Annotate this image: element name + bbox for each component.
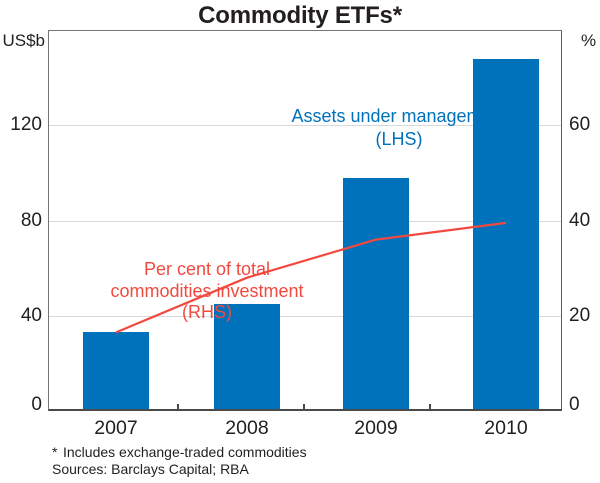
line-series-label-line1: Per cent of total [143, 259, 271, 279]
bar-2007 [83, 332, 149, 411]
footnote-text: Includes exchange-traded commodities [63, 444, 307, 460]
footnotes: * Includes exchange-traded commodities S… [33, 444, 573, 477]
left-axis-label-80: 80 [20, 209, 42, 231]
left-axis-label-0: 0 [31, 394, 42, 415]
x-axis-tick-0 [177, 404, 179, 411]
right-axis-label-20: 20 [569, 304, 591, 326]
right-axis-label-40: 40 [569, 209, 591, 231]
sources-text: Sources: Barclays Capital; RBA [52, 460, 249, 477]
x-axis-tick-2 [429, 404, 431, 411]
bar-series-label-line1: Assets under management [291, 106, 507, 126]
bar-series-label: Assets under management (LHS) [269, 105, 529, 151]
right-axis-label-60: 60 [569, 114, 591, 136]
footnote-marker: * [52, 444, 58, 460]
line-series-label: Per cent of total commodities investment… [92, 259, 322, 324]
x-axis-tick-1 [303, 404, 305, 411]
x-axis-label-2009: 2009 [354, 417, 398, 439]
x-axis-label-2010: 2010 [484, 417, 528, 439]
x-axis-label-2007: 2007 [94, 417, 138, 439]
right-axis-label-0: 0 [569, 394, 580, 415]
rhs-line-svg [115, 221, 507, 334]
gridline-40 [48, 315, 562, 317]
bar-2010 [473, 58, 539, 411]
right-axis-unit-label: % [581, 31, 597, 50]
chart-title: Commodity ETFs* [198, 2, 402, 29]
gridline-80 [48, 220, 562, 222]
left-axis-unit-label: US$b [2, 31, 45, 50]
gridline-120 [48, 125, 562, 127]
plot-area: Assets under management (LHS) Per cent o… [48, 30, 562, 411]
bar-2009 [343, 177, 409, 411]
left-axis-label-40: 40 [20, 304, 42, 326]
left-axis-label-120: 120 [10, 114, 42, 136]
line-series-label-line3: (RHS) [182, 302, 232, 322]
line-series-label-line2: commodities investment [110, 280, 304, 301]
x-axis-label-2008: 2008 [225, 417, 269, 439]
rhs-line [115, 221, 507, 334]
bar-series-label-line2: (LHS) [375, 129, 423, 149]
bar-2008 [214, 303, 280, 411]
